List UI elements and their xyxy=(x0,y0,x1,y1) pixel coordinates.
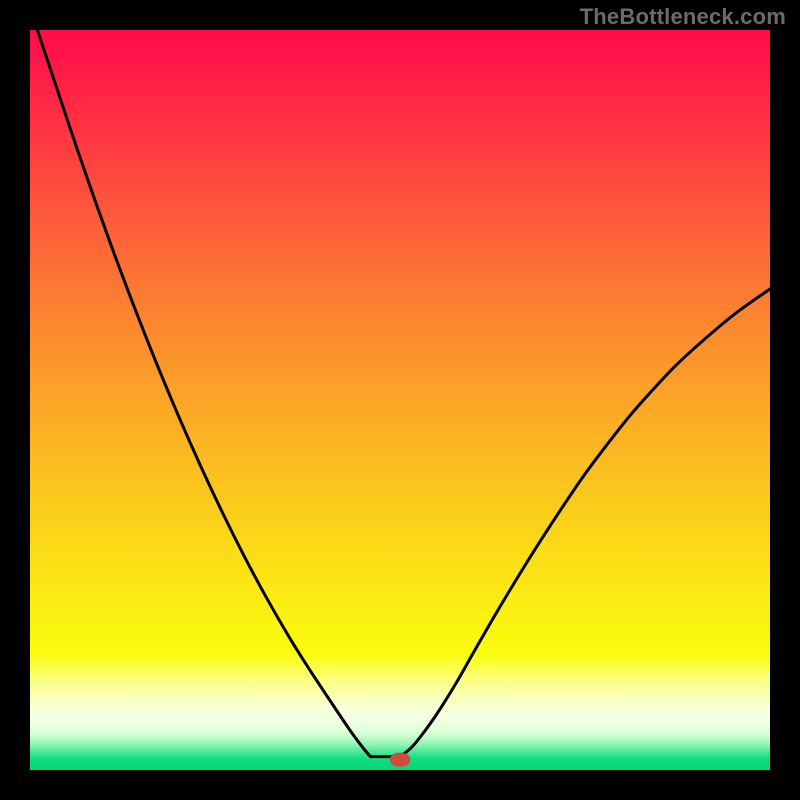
chart-svg xyxy=(30,30,770,770)
plot-area xyxy=(30,30,770,770)
minimum-marker xyxy=(390,753,411,767)
gradient-background xyxy=(30,30,770,770)
watermark-text: TheBottleneck.com xyxy=(580,4,786,30)
chart-container: TheBottleneck.com xyxy=(0,0,800,800)
